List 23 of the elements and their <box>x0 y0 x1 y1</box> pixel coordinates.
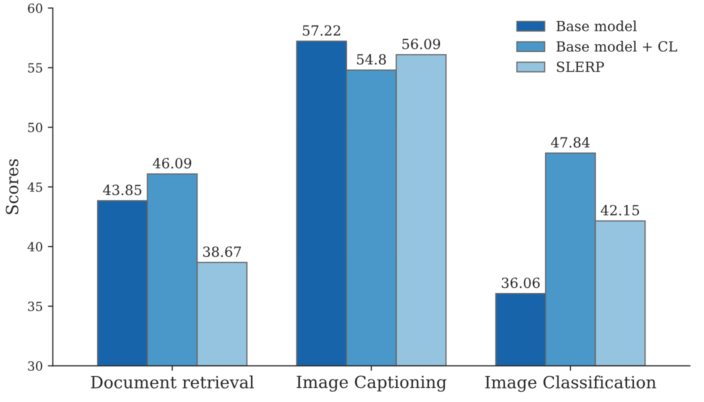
data-label: 38.67 <box>203 246 241 257</box>
y-tick-label: 55 <box>28 63 42 73</box>
x-tick-label: Document retrieval <box>91 376 254 388</box>
data-label: 56.09 <box>402 38 440 50</box>
legend-label: SLERP <box>556 62 604 72</box>
y-tick-label: 60 <box>28 4 42 13</box>
x-tick-label: Image Captioning <box>296 376 446 392</box>
data-label: 36.06 <box>502 278 540 288</box>
data-label: 57.22 <box>302 25 340 36</box>
y-tick-label: 45 <box>28 182 42 192</box>
y-tick-label: 50 <box>28 122 42 132</box>
data-label: 42.15 <box>600 204 640 216</box>
data-label: 47.84 <box>551 137 590 148</box>
y-tick-label: 40 <box>28 242 42 252</box>
y-tick-label: 35 <box>28 302 42 312</box>
y-tick-label: 30 <box>28 361 42 371</box>
y-axis-title: Scores <box>6 159 18 214</box>
legend-label: Base model <box>556 20 637 32</box>
data-label: 54.8 <box>357 54 386 65</box>
legend-label: Base model + CL <box>556 40 678 52</box>
data-label: 46.09 <box>152 158 192 168</box>
data-label: 43.85 <box>103 184 142 196</box>
x-tick-label: Image Classification <box>485 376 656 392</box>
